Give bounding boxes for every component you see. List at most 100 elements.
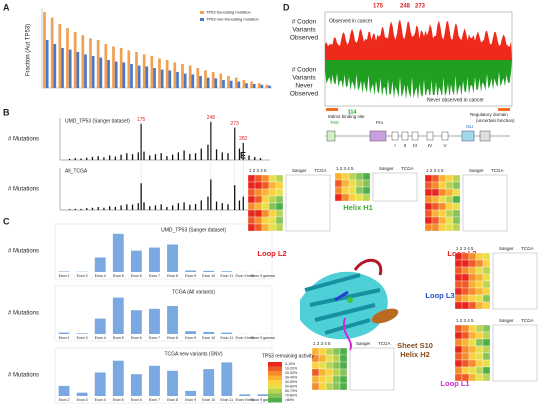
heat-cell [325,382,334,391]
heat-cell [325,361,334,370]
heat-cell [261,223,270,232]
bar [234,77,238,88]
x-tick-label: Exon 9 beta [236,274,255,278]
hotspot-label: 175 [373,4,384,10]
bar [96,40,100,88]
bar [203,331,215,334]
table-frame [492,252,538,310]
bar [221,332,233,334]
heat-cell [254,202,263,211]
heat-cell [445,181,454,190]
bar [268,85,271,88]
domain-label: Mdm2 binding site [328,114,365,119]
x-tick-label: Exon 9 [185,274,196,278]
x-tick-label: Exon 9 beta [236,336,255,340]
heat-cell [461,252,470,261]
legend-label: 70-80% [285,394,297,398]
y-axis-label: # Mutations [8,311,39,317]
y-label: Variants [292,27,316,34]
column-header: 1 2 3 4 5 [456,318,474,323]
domain-label: TAD [330,120,339,125]
heat-cell [454,352,463,361]
bar [130,310,142,334]
heat-cell [475,352,484,361]
heat-cell [261,195,270,204]
heat-cell [468,287,477,296]
hotspot-label: 248 [400,4,411,10]
heat-cell [482,373,491,382]
heat-cell [461,280,470,289]
column-header: 1 2 3 4 5 [249,168,267,173]
heat-cell [247,223,256,232]
region-title: Loop L1 [440,379,469,388]
column-header: TCGA [378,341,391,346]
region-title: Loop L2 [257,249,286,258]
legend-label: 40-50% [285,380,297,384]
heat-cell [325,354,334,363]
heat-cell [332,375,341,384]
heat-cell [268,195,277,204]
heat-cell [261,202,270,211]
heat-cell [362,186,371,195]
legend-label: 30-40% [285,376,297,380]
heat-cell [332,354,341,363]
heat-cell [438,195,447,204]
heat-cell [475,280,484,289]
hotspot-label: 273 [415,4,426,10]
heat-cell [461,273,470,282]
bar [160,69,164,88]
bar [252,84,256,88]
legend-swatch [268,389,282,394]
x-tick-label: Exon 11 [220,398,233,402]
legend-swatch [268,362,282,367]
bar [122,62,126,88]
heat-cell [268,202,277,211]
legend-swatch [268,380,282,385]
heat-cell [445,223,454,232]
bar [196,68,200,88]
heat-cell [461,266,470,275]
chart-title: UMD_TP53 (Sanger dataset) [65,118,130,124]
bar [173,62,177,88]
bar [219,73,223,88]
table-frame [492,324,538,382]
heat-cell [468,366,477,375]
bar [239,394,251,396]
region-title: Loop L3 [425,291,454,300]
heat-cell [475,266,484,275]
bar [150,56,154,88]
domain-box [461,130,475,142]
bar [76,52,80,88]
heat-cell [452,223,461,232]
heat-cell [475,287,484,296]
x-tick-label: Exon 2 [59,274,70,278]
x-tick-label: Exon 10 [202,398,215,402]
heat-cell [482,266,491,275]
heat-cell [254,181,263,190]
bar [242,80,246,88]
heat-cell [461,352,470,361]
legend-label: TP53 non-truncating mutation [206,17,259,22]
heat-cell [355,193,364,202]
column-header: 1 2 3 4 5 [426,168,444,173]
bar [203,369,215,396]
legend-label: >80% [285,398,294,402]
heat-cell [261,216,270,225]
table-frame [285,174,331,232]
heat-cell [431,216,440,225]
heat-cell [445,188,454,197]
heat-cell [438,209,447,218]
y-label: Variants [292,75,316,82]
heat-cell [468,331,477,340]
bar [112,46,115,88]
heat-cell [454,280,463,289]
bar [188,65,192,88]
heat-cell [468,373,477,382]
bar [204,70,207,88]
column-header: Sanger [292,168,307,173]
bar [130,64,133,88]
heat-cell [355,186,364,195]
heat-cell [468,301,477,310]
heat-cell [431,195,440,204]
y-axis-label: # Mutations [8,373,39,379]
